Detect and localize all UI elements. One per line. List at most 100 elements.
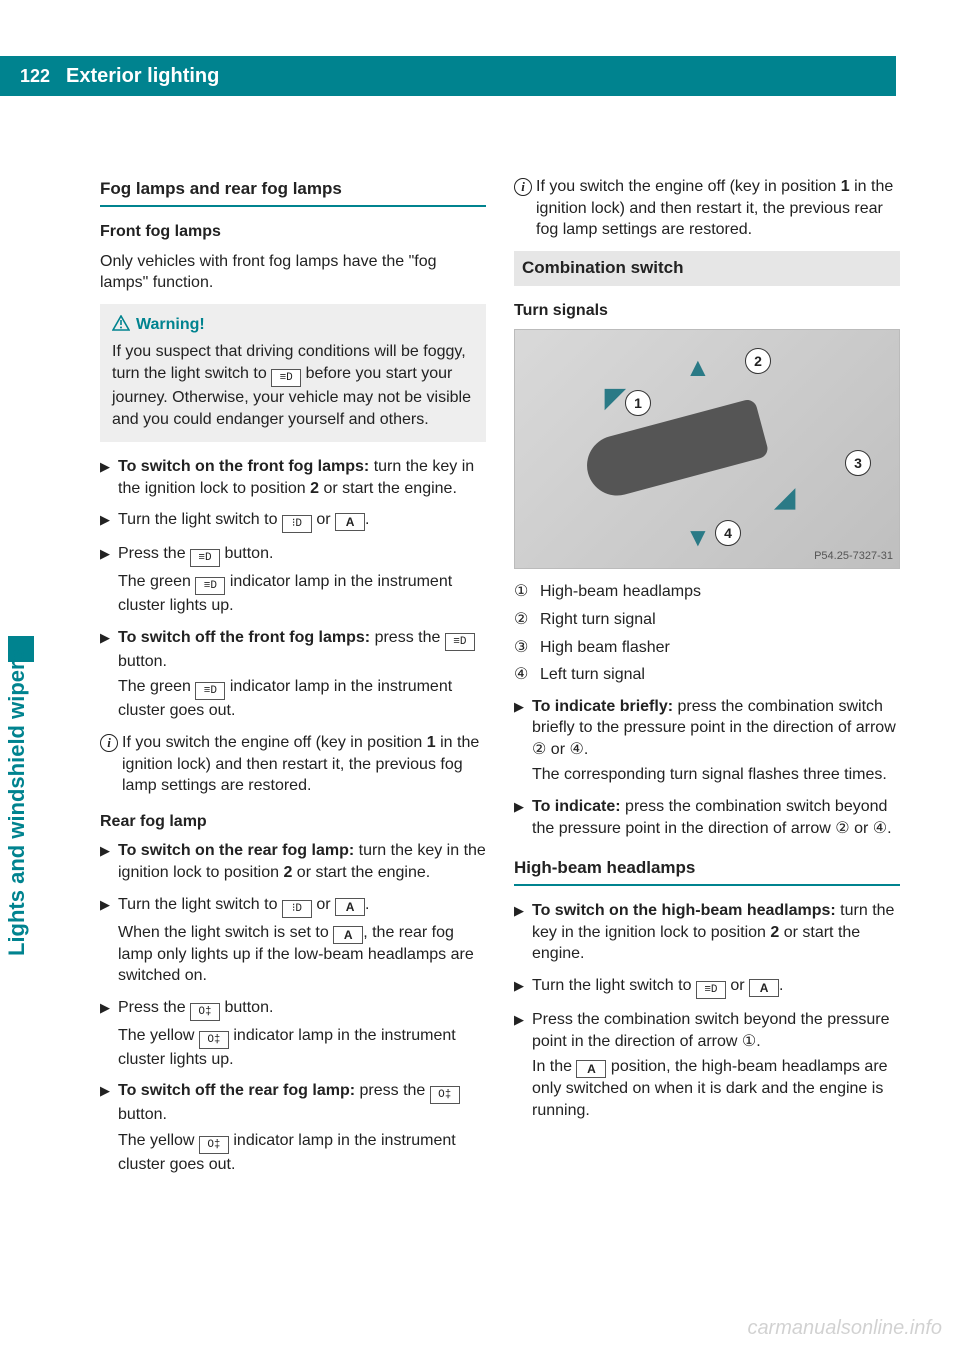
step-ffog-on-2: ▶ Turn the light switch to ⁝D or A.	[100, 509, 486, 533]
step-bold: To indicate:	[532, 798, 621, 815]
step-text: or	[312, 511, 335, 528]
legend-text: High-beam headlamps	[540, 581, 900, 603]
step-marker: ▶	[100, 627, 118, 722]
step-text: The green	[118, 573, 195, 590]
step-bold: To switch on the front fog lamps:	[118, 458, 369, 475]
info-icon: i	[514, 176, 536, 241]
warning-body: If you suspect that driving conditions w…	[112, 341, 474, 430]
callout-4: 4	[715, 520, 741, 546]
step-hb-1: ▶ To switch on the high-beam headlamps: …	[514, 900, 900, 965]
figure-label: P54.25-7327-31	[814, 549, 893, 564]
step-text: or	[312, 896, 335, 913]
step-text: The yellow	[118, 1132, 199, 1149]
step-text: Turn the light switch to	[118, 511, 282, 528]
step-text: button.	[118, 653, 167, 670]
callout-1: 1	[625, 390, 651, 416]
legend-text: High beam flasher	[540, 637, 900, 659]
left-column: Fog lamps and rear fog lamps Front fog l…	[100, 176, 486, 1186]
callout-2: 2	[745, 348, 771, 374]
warning-box: Warning! If you suspect that driving con…	[100, 304, 486, 442]
auto-icon: A	[335, 898, 365, 916]
legend-4: ④Left turn signal	[514, 664, 900, 686]
arrow-fwd-icon: ◤	[605, 380, 625, 415]
step-marker: ▶	[514, 796, 532, 839]
info-text: If you switch the engine off (key in pos…	[122, 734, 427, 751]
step-text: Press the combination switch beyond the …	[532, 1011, 890, 1050]
step-marker: ▶	[100, 509, 118, 533]
step-ffog-on-1: ▶ To switch on the front fog lamps: turn…	[100, 456, 486, 499]
step-text: The yellow	[118, 1027, 199, 1044]
fog-rear-icon: O‡	[430, 1086, 460, 1104]
step-text: Turn the light switch to	[532, 977, 696, 994]
ref-num: ④	[873, 820, 887, 837]
legend-num: ④	[514, 664, 540, 686]
step-marker: ▶	[514, 1009, 532, 1121]
step-rfog-off: ▶ To switch off the rear fog lamp: press…	[100, 1080, 486, 1175]
ref-num: ④	[569, 741, 583, 758]
header-bar: 122 Exterior lighting	[0, 56, 960, 96]
step-text: .	[779, 977, 783, 994]
page: 122 Exterior lighting Lights and windshi…	[0, 56, 960, 1358]
side-label: Lights and windshield wipers	[4, 649, 30, 956]
step-bold: To switch off the rear fog lamp:	[118, 1082, 355, 1099]
ignition-pos: 1	[841, 178, 850, 195]
info-text: If you switch the engine off (key in pos…	[536, 178, 841, 195]
right-column: i If you switch the engine off (key in p…	[514, 176, 900, 1186]
fog-front-icon: ≡D	[195, 577, 225, 595]
auto-icon: A	[749, 979, 779, 997]
legend-3: ③High beam flasher	[514, 637, 900, 659]
warning-label: Warning!	[136, 316, 205, 333]
headlamp-icon: ≡D	[696, 981, 726, 999]
info-icon: i	[100, 732, 122, 797]
auto-icon: A	[333, 926, 363, 944]
step-text: button.	[220, 999, 273, 1016]
step-indicate: ▶ To indicate: press the combination swi…	[514, 796, 900, 839]
step-marker: ▶	[100, 997, 118, 1071]
heading-front-fog: Front fog lamps	[100, 221, 486, 243]
fog-front-icon: ≡D	[445, 633, 475, 651]
parking-icon: ⁝D	[282, 515, 312, 533]
ignition-pos: 2	[283, 864, 292, 881]
legend-num: ①	[514, 581, 540, 603]
info-ffog: i If you switch the engine off (key in p…	[100, 732, 486, 797]
step-hb-3: ▶ Press the combination switch beyond th…	[514, 1009, 900, 1121]
step-hb-2: ▶ Turn the light switch to ≡D or A.	[514, 975, 900, 999]
legend-1: ①High-beam headlamps	[514, 581, 900, 603]
step-text: When the light switch is set to	[118, 924, 333, 941]
heading-fog-lamps: Fog lamps and rear fog lamps	[100, 178, 486, 207]
step-rfog-on-2: ▶ Turn the light switch to ⁝D or A. When…	[100, 894, 486, 987]
ref-num: ①	[742, 1033, 756, 1050]
step-ffog-off: ▶ To switch off the front fog lamps: pre…	[100, 627, 486, 722]
fog-rear-icon: O‡	[190, 1003, 220, 1021]
step-marker: ▶	[514, 900, 532, 965]
fog-rear-icon: O‡	[199, 1031, 229, 1049]
heading-combination-switch: Combination switch	[514, 251, 900, 286]
fog-rear-icon: O‡	[199, 1136, 229, 1154]
heading-high-beam: High-beam headlamps	[514, 857, 900, 886]
section-title: Exterior lighting	[56, 56, 896, 96]
heading-rear-fog: Rear fog lamp	[100, 811, 486, 833]
step-rfog-on-3: ▶ Press the O‡ button. The yellow O‡ ind…	[100, 997, 486, 1071]
step-text: or	[850, 820, 873, 837]
legend-num: ③	[514, 637, 540, 659]
ref-num: ②	[532, 741, 546, 758]
legend-2: ②Right turn signal	[514, 609, 900, 631]
step-ffog-on-3: ▶ Press the ≡D button. The green ≡D indi…	[100, 543, 486, 617]
arrow-up-icon: ▲	[685, 350, 711, 385]
step-text: press the	[355, 1082, 430, 1099]
fog-front-icon: ≡D	[190, 549, 220, 567]
step-rfog-on-1: ▶ To switch on the rear fog lamp: turn t…	[100, 840, 486, 883]
step-marker: ▶	[514, 696, 532, 786]
step-text: .	[365, 896, 369, 913]
headlamp-icon: ≡D	[271, 369, 301, 387]
figure-combination-switch: ▲ ▼ ◤ ◢ 1 2 3 4 P54.25-7327-31	[514, 329, 900, 569]
heading-turn-signals: Turn signals	[514, 300, 900, 322]
step-bold: To switch on the high-beam headlamps:	[532, 902, 836, 919]
step-marker: ▶	[100, 1080, 118, 1175]
front-fog-intro: Only vehicles with front fog lamps have …	[100, 251, 486, 294]
step-text: .	[756, 1033, 760, 1050]
step-text: or start the engine.	[292, 864, 430, 881]
step-marker: ▶	[514, 975, 532, 999]
parking-icon: ⁝D	[282, 900, 312, 918]
step-marker: ▶	[100, 840, 118, 883]
